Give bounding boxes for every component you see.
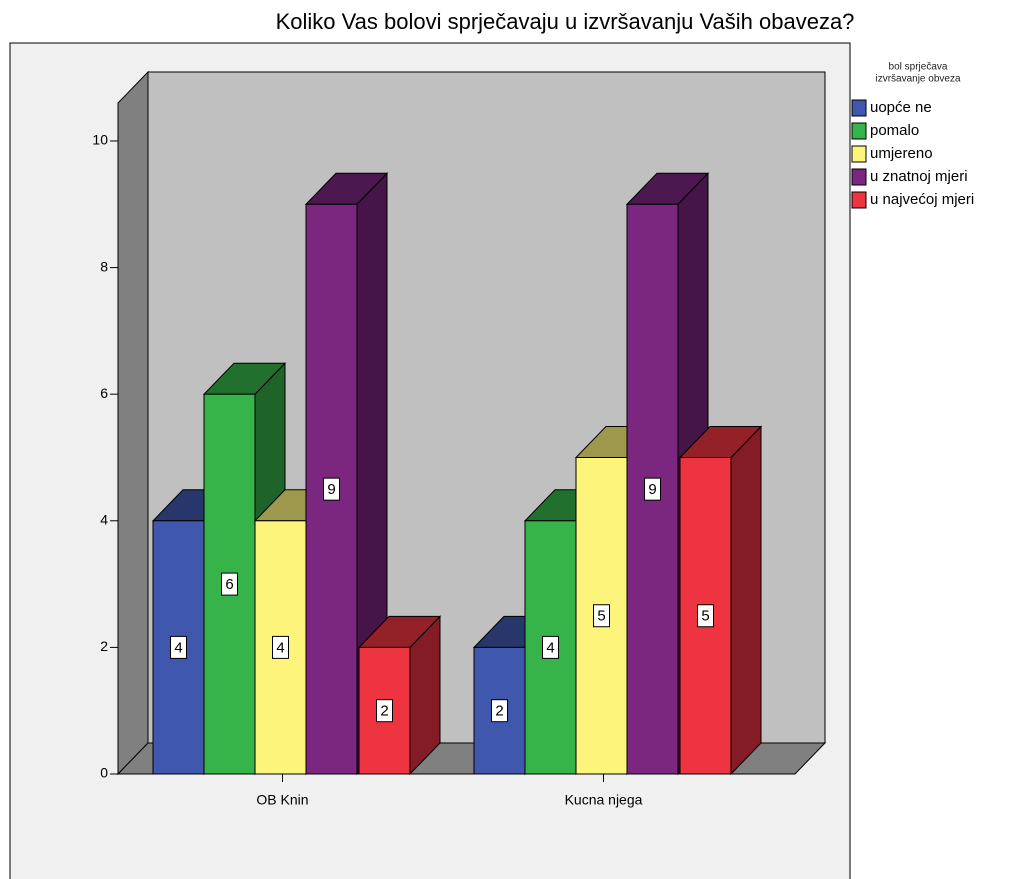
legend-title: izvršavanje obveza xyxy=(875,74,960,85)
x-tick-label: OB Knin xyxy=(256,792,308,808)
y-tick-label: 2 xyxy=(100,638,108,654)
y-tick-label: 4 xyxy=(100,511,108,527)
data-label-box xyxy=(376,699,393,723)
legend-title: bol sprječava xyxy=(889,62,948,73)
y-tick-label: 6 xyxy=(100,385,108,401)
legend-swatch xyxy=(851,122,867,140)
data-label-box xyxy=(323,477,340,501)
legend-label: u znatnoj mjeri xyxy=(870,168,968,185)
y-tick-label: 10 xyxy=(92,132,108,148)
data-label: 2 xyxy=(380,703,388,720)
x-tick-label: Kucna njega xyxy=(565,792,643,808)
data-label: 5 xyxy=(597,608,605,625)
legend-label: uopće ne xyxy=(870,99,932,116)
legend-swatch xyxy=(851,99,867,117)
data-label: 2 xyxy=(495,703,503,720)
data-label: 6 xyxy=(225,576,233,593)
y-tick-label: 0 xyxy=(100,765,108,781)
y-tick-label: 8 xyxy=(100,258,108,274)
bar xyxy=(357,615,442,776)
legend-swatch xyxy=(851,168,867,186)
legend-label: u najvećoj mjeri xyxy=(870,191,974,208)
data-label: 9 xyxy=(648,481,656,498)
data-label-box xyxy=(593,604,610,628)
bar-side xyxy=(730,425,762,776)
chart-title: Koliko Vas bolovi sprječavaju u izvršava… xyxy=(276,9,855,34)
legend-swatch xyxy=(851,145,867,163)
bar xyxy=(678,425,763,776)
data-label-box xyxy=(542,635,559,659)
data-label-box xyxy=(697,604,714,628)
legend-label: pomalo xyxy=(870,122,919,139)
data-label-box xyxy=(644,477,661,501)
data-label: 4 xyxy=(546,639,554,656)
data-label: 9 xyxy=(327,481,335,498)
data-label-box xyxy=(491,699,508,723)
data-label-box xyxy=(272,635,289,659)
legend-label: umjereno xyxy=(870,145,933,162)
legend-swatch xyxy=(851,191,867,209)
data-label: 4 xyxy=(174,639,182,656)
data-label-box xyxy=(170,635,187,659)
data-label: 4 xyxy=(276,639,284,656)
data-label-box xyxy=(221,572,238,596)
data-label: 5 xyxy=(701,608,709,625)
side-wall xyxy=(117,70,149,776)
